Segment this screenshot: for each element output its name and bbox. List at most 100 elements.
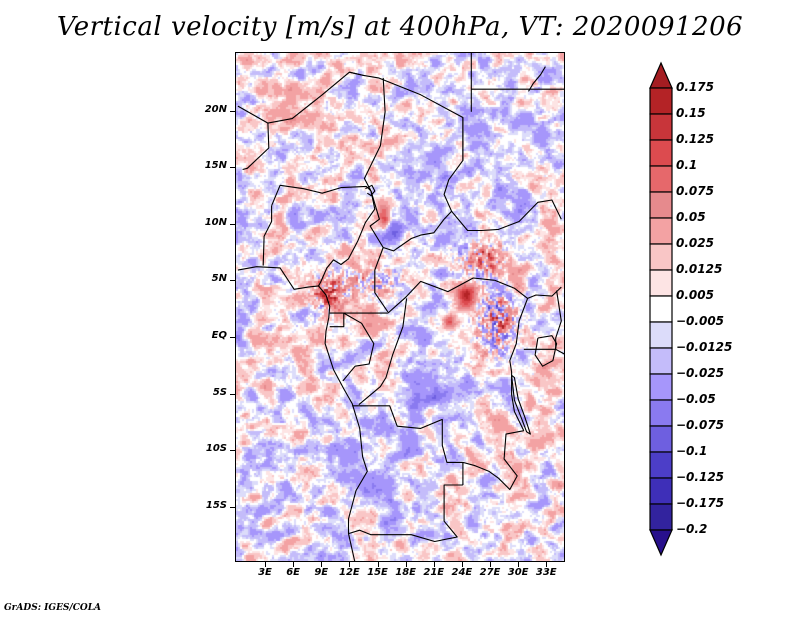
colorbar-level-label: 0.15 (676, 106, 706, 120)
colorbar-box (649, 191, 673, 219)
lat-tick (230, 393, 235, 395)
country-borders (237, 53, 564, 561)
nile-lake-nasser (528, 66, 546, 92)
colorbar-over-triangle (649, 61, 673, 89)
colorbar-level-label: 0.05 (676, 210, 706, 224)
colorbar-level-label: 0.125 (676, 132, 714, 146)
lon-tick-label: 33E (535, 567, 557, 578)
lat-tick (230, 110, 235, 112)
colorbar-level-label: −0.005 (676, 314, 725, 328)
lon-tick-label: 30E (507, 567, 529, 578)
colorbar-under-triangle (649, 529, 673, 557)
lat-tick (230, 336, 235, 338)
colorbar-level-label: −0.1 (676, 444, 708, 458)
colorbar-box (649, 269, 673, 297)
lat-tick-label: 10S (205, 443, 227, 455)
border-algeria-niger (237, 71, 365, 124)
colorbar-box (649, 399, 673, 427)
lon-tick (518, 562, 520, 567)
colorbar-box (649, 243, 673, 271)
colorbar-box (649, 477, 673, 505)
border-southsudan-drc-uganda (494, 279, 562, 299)
colorbar-box (649, 139, 673, 167)
colorbar-level-label: −0.025 (676, 366, 725, 380)
colorbar-level-label: −0.0125 (676, 340, 733, 354)
border-libya-niger-chad (349, 71, 464, 161)
lat-tick (230, 280, 235, 282)
lat-tick-label: EQ (211, 329, 227, 341)
colorbar-box (649, 347, 673, 375)
colorbar-level-label: 0.1 (676, 158, 698, 172)
vertical-velocity-field (236, 53, 564, 561)
colorbar-box (649, 451, 673, 479)
lon-tick (293, 562, 295, 567)
map-panel (235, 52, 565, 562)
border-gabon-congo (342, 312, 375, 382)
border-niger-nigeria (271, 184, 372, 206)
colorbar-box (649, 321, 673, 349)
colorbar-box (649, 113, 673, 141)
lat-tick (230, 506, 235, 508)
lon-tick (321, 562, 323, 567)
border-car-drc (387, 277, 495, 314)
lon-tick-label: 12E (339, 567, 360, 578)
colorbar-box (649, 425, 673, 453)
lat-tick-label: 15N (204, 160, 227, 172)
colorbar-level-label: 0.025 (676, 236, 714, 250)
lake-victoria (534, 335, 558, 367)
lon-tick-label: 21E (423, 567, 445, 578)
border-niger-chad (363, 77, 386, 192)
colorbar-box (649, 503, 673, 531)
lon-tick-label: 18E (395, 567, 416, 578)
lon-tick (490, 562, 491, 567)
chart-title: Vertical velocity [m/s] at 400hPa, VT: 2… (56, 12, 744, 42)
colorbar-boxes (649, 61, 673, 557)
lat-tick (230, 167, 235, 169)
border-drc-zambia (462, 430, 524, 491)
colorbar-level-label: 0.0125 (676, 262, 723, 276)
colorbar-box (649, 165, 673, 193)
lon-tick (349, 562, 351, 567)
colorbar-level-label: −0.175 (676, 496, 725, 510)
lon-tick-label: 24E (451, 567, 473, 578)
coastline-west-africa (237, 266, 368, 561)
border-cameroon-car (374, 247, 389, 313)
border-drc-angola (352, 405, 464, 485)
border-eq-guinea (329, 313, 345, 328)
lat-tick (230, 450, 235, 452)
lat-tick-label: 20N (204, 103, 227, 115)
colorbar-level-label: −0.2 (676, 522, 708, 536)
colorbar-box (649, 373, 673, 401)
colorbar-level-label: 0.075 (676, 184, 714, 198)
border-chad-sudan (443, 117, 464, 220)
lake-tanganyika (511, 374, 531, 435)
colorbar-box (649, 295, 673, 323)
lon-tick (546, 562, 548, 567)
lon-tick (461, 562, 463, 567)
colorbar-level-label: −0.125 (676, 470, 725, 484)
lon-tick-label: 27E (479, 567, 501, 578)
lon-tick (405, 562, 407, 567)
colorbar-level-label: −0.075 (676, 418, 725, 432)
colorbar-level-label: −0.05 (676, 392, 716, 406)
border-angola-zambia-namibia (348, 484, 463, 543)
border-chad-cameroon-car (369, 190, 445, 252)
border-uganda-kenya (555, 290, 562, 350)
border-nigeria-cameroon (318, 190, 376, 287)
grads-credit: GrADS: IGES/COLA (4, 603, 102, 613)
border-sudan-southsudan (451, 199, 562, 232)
colorbar-level-label: 0.175 (676, 80, 714, 94)
lat-tick-label: 15S (205, 499, 227, 511)
lon-tick (265, 562, 266, 567)
lat-tick-label: 10N (204, 216, 227, 228)
colorbar-box (649, 217, 673, 245)
lon-tick-label: 9E (314, 567, 329, 578)
border-tanzania (523, 348, 564, 355)
lat-tick-label: 5S (212, 386, 227, 398)
lon-tick-label: 15E (367, 567, 388, 578)
colorbar: 0.175 0.15 0.125 0.1 0.075 0.05 0.025 0.0125 0.0… (640, 55, 800, 565)
colorbar-level-label: 0.005 (676, 288, 714, 302)
lon-tick-label: 6E (286, 567, 301, 578)
lat-tick (230, 223, 235, 225)
lon-tick-label: 3E (258, 567, 272, 578)
